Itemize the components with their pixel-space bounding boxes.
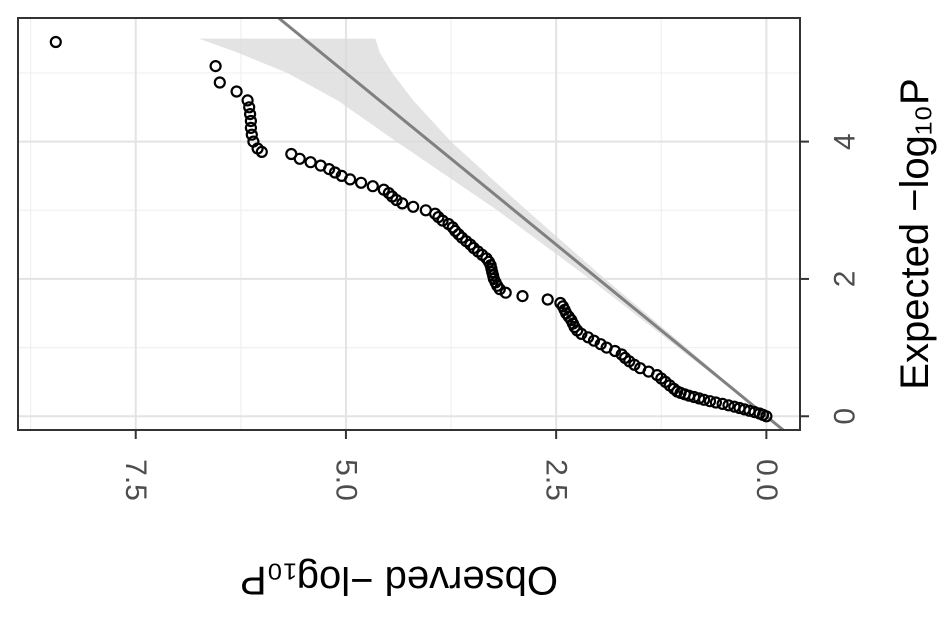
data-point xyxy=(600,341,613,354)
expected-tick-label: 2 xyxy=(829,271,862,288)
reference-line xyxy=(276,18,786,430)
data-point xyxy=(594,338,607,351)
y-axis-title: Observed −log₁₀P xyxy=(240,558,558,602)
data-point xyxy=(709,396,723,409)
data-point xyxy=(703,395,717,408)
data-point xyxy=(335,169,348,182)
axis-ticks xyxy=(134,140,809,439)
data-point xyxy=(728,400,741,413)
observed-tick-label: 0.0 xyxy=(750,459,783,501)
grid-lines xyxy=(18,18,800,430)
data-point xyxy=(230,85,243,98)
data-point xyxy=(419,204,432,217)
data-point xyxy=(516,290,529,303)
data-point xyxy=(733,401,746,415)
data-point xyxy=(452,228,465,241)
data-point xyxy=(243,101,256,114)
data-point xyxy=(209,59,222,73)
data-point xyxy=(396,197,409,210)
data-point xyxy=(304,156,317,169)
data-point xyxy=(245,128,258,141)
data-point xyxy=(587,334,601,347)
data-point xyxy=(581,331,595,344)
observed-tick-label: 2.5 xyxy=(540,459,573,501)
data-point xyxy=(328,166,342,179)
expected-tick-label: 4 xyxy=(829,133,862,150)
data-point xyxy=(244,121,257,135)
data-point xyxy=(615,348,628,361)
data-point xyxy=(247,135,260,148)
data-point xyxy=(366,180,379,193)
expected-tick-label: 0 xyxy=(829,408,862,425)
data-point xyxy=(244,107,257,121)
data-point xyxy=(442,217,455,231)
data-point xyxy=(386,190,399,203)
tick-labels: 0.0 2.5 5.0 7.5 0 2 4 xyxy=(119,133,861,501)
data-point xyxy=(541,293,554,306)
data-point xyxy=(618,351,632,364)
data-point xyxy=(432,211,445,224)
data-point xyxy=(213,76,226,89)
data-point xyxy=(716,397,729,410)
data-point xyxy=(722,399,735,412)
panel-background xyxy=(18,18,800,430)
data-point xyxy=(49,35,62,49)
data-point xyxy=(314,159,327,172)
data-point xyxy=(285,147,298,161)
data-point xyxy=(554,296,567,310)
data-point xyxy=(407,200,420,213)
data-point xyxy=(671,385,684,398)
panel-border xyxy=(17,17,801,431)
observed-tick-label: 7.5 xyxy=(119,459,152,501)
data-points xyxy=(49,35,773,423)
data-point xyxy=(244,114,257,128)
data-point xyxy=(241,94,254,107)
observed-tick-label: 5.0 xyxy=(329,459,362,501)
data-point xyxy=(467,241,480,255)
data-point xyxy=(455,231,469,244)
data-point xyxy=(355,176,368,189)
identity-line xyxy=(276,18,786,430)
x-axis-title: Expected −log₁₀P xyxy=(893,78,937,389)
data-point xyxy=(377,183,390,196)
